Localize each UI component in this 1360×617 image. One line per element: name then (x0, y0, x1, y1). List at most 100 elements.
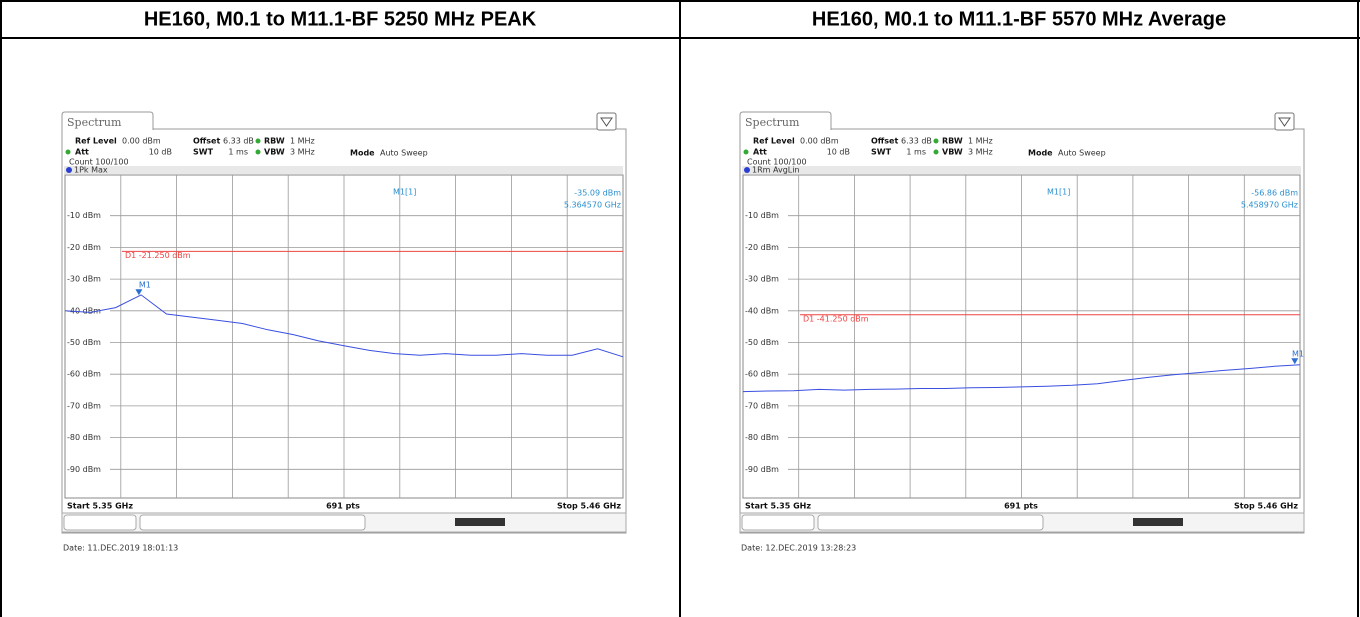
marker (1291, 358, 1299, 365)
column-header: HE160, M0.1 to M11.1-BF 5250 MHz PEAK (144, 8, 537, 30)
label: Ref Level (75, 137, 117, 146)
trace-bar (742, 166, 1301, 174)
count: Count 100/100 (747, 158, 807, 167)
label: SWT (871, 148, 892, 157)
stop-label: Stop 5.46 GHz (557, 502, 621, 511)
status-dot (65, 149, 71, 155)
icon (1274, 112, 1295, 131)
trace-dot (66, 167, 72, 173)
label: RBW (264, 137, 285, 146)
start-label: Start 5.35 GHz (745, 502, 811, 511)
value: 1 MHz (290, 137, 315, 146)
label: Offset (193, 137, 220, 146)
y-tick-label: -10 dBm (745, 211, 779, 220)
trace (64, 294, 624, 358)
date: Date: 11.DEC.2019 18:01:13 (63, 544, 178, 553)
marker-tag: M1 (139, 281, 151, 290)
y-tick-label: -30 dBm (67, 275, 101, 284)
y-tick-label: -80 dBm (745, 433, 779, 442)
y-tick-label: -70 dBm (745, 401, 779, 410)
progress (455, 518, 505, 526)
label: VBW (264, 148, 285, 157)
points-label: 691 pts (1004, 502, 1038, 511)
display-line-label: D1 -21.250 dBm (125, 251, 191, 260)
y-tick-label: -50 dBm (67, 338, 101, 347)
value: 0.00 dBm (122, 137, 161, 146)
label: Mode (350, 149, 375, 158)
y-tick-label: -50 dBm (745, 338, 779, 347)
tab-label: Spectrum (67, 116, 122, 129)
status-dot (933, 138, 939, 144)
label: RBW (942, 137, 963, 146)
tab (61, 111, 154, 130)
status-box (817, 514, 1044, 531)
marker-name: M1[1] (393, 188, 416, 197)
y-tick-label: -40 dBm (67, 306, 101, 315)
value: 6.33 dB (223, 137, 254, 146)
status-dot (743, 149, 749, 155)
label: Att (753, 148, 767, 157)
status-box (63, 514, 137, 531)
value: 1 ms (228, 148, 248, 157)
marker (135, 289, 143, 296)
value: 1 ms (906, 148, 926, 157)
label: VBW (942, 148, 963, 157)
progress (1133, 518, 1183, 526)
status-dot (933, 149, 939, 155)
icon-glyph (1278, 117, 1291, 127)
status-dot (255, 138, 261, 144)
marker-name: M1[1] (1047, 188, 1070, 197)
count: Count 100/100 (69, 158, 129, 167)
status-box (139, 514, 366, 531)
column-header: HE160, M0.1 to M11.1-BF 5570 MHz Average (812, 8, 1226, 30)
y-tick-label: -60 dBm (67, 370, 101, 379)
value: 10 dB (827, 148, 850, 157)
y-tick-label: -20 dBm (745, 243, 779, 252)
date: Date: 12.DEC.2019 13:28:23 (741, 544, 856, 553)
marker-freq: 5.458970 GHz (1241, 201, 1298, 210)
display-line-label: D1 -41.250 dBm (803, 314, 869, 323)
value: 6.33 dB (901, 137, 932, 146)
y-tick-label: -20 dBm (67, 243, 101, 252)
marker-level: -56.86 dBm (1251, 189, 1298, 198)
status-box (741, 514, 815, 531)
y-tick-label: -30 dBm (745, 275, 779, 284)
trace-label: 1Pk Max (74, 166, 108, 175)
value: 10 dB (149, 148, 172, 157)
y-tick-label: -70 dBm (67, 401, 101, 410)
y-tick-label: -80 dBm (67, 433, 101, 442)
value: 3 MHz (968, 148, 993, 157)
value: 3 MHz (290, 148, 315, 157)
trace-dot (744, 167, 750, 173)
icon (596, 112, 617, 131)
tab (739, 111, 832, 130)
tab-label: Spectrum (745, 116, 800, 129)
points-label: 691 pts (326, 502, 360, 511)
label: Ref Level (753, 137, 795, 146)
y-tick-label: -40 dBm (745, 306, 779, 315)
value: Auto Sweep (380, 149, 428, 158)
value: 0.00 dBm (800, 137, 839, 146)
label: SWT (193, 148, 214, 157)
stop-label: Stop 5.46 GHz (1234, 502, 1298, 511)
trace-label: 1Rm AvgLin (752, 166, 800, 175)
label: Mode (1028, 149, 1053, 158)
marker-freq: 5.364570 GHz (564, 201, 621, 210)
icon-glyph (600, 117, 613, 127)
y-tick-label: -90 dBm (67, 465, 101, 474)
label: Att (75, 148, 89, 157)
marker-tag: M1 (1292, 350, 1304, 359)
value: 1 MHz (968, 137, 993, 146)
y-tick-label: -10 dBm (67, 211, 101, 220)
screen-frame (739, 128, 1305, 534)
y-tick-label: -60 dBm (745, 370, 779, 379)
value: Auto Sweep (1058, 149, 1106, 158)
y-tick-label: -90 dBm (745, 465, 779, 474)
marker-level: -35.09 dBm (574, 189, 621, 198)
status-dot (255, 149, 261, 155)
trace (742, 364, 1301, 393)
label: Offset (871, 137, 898, 146)
